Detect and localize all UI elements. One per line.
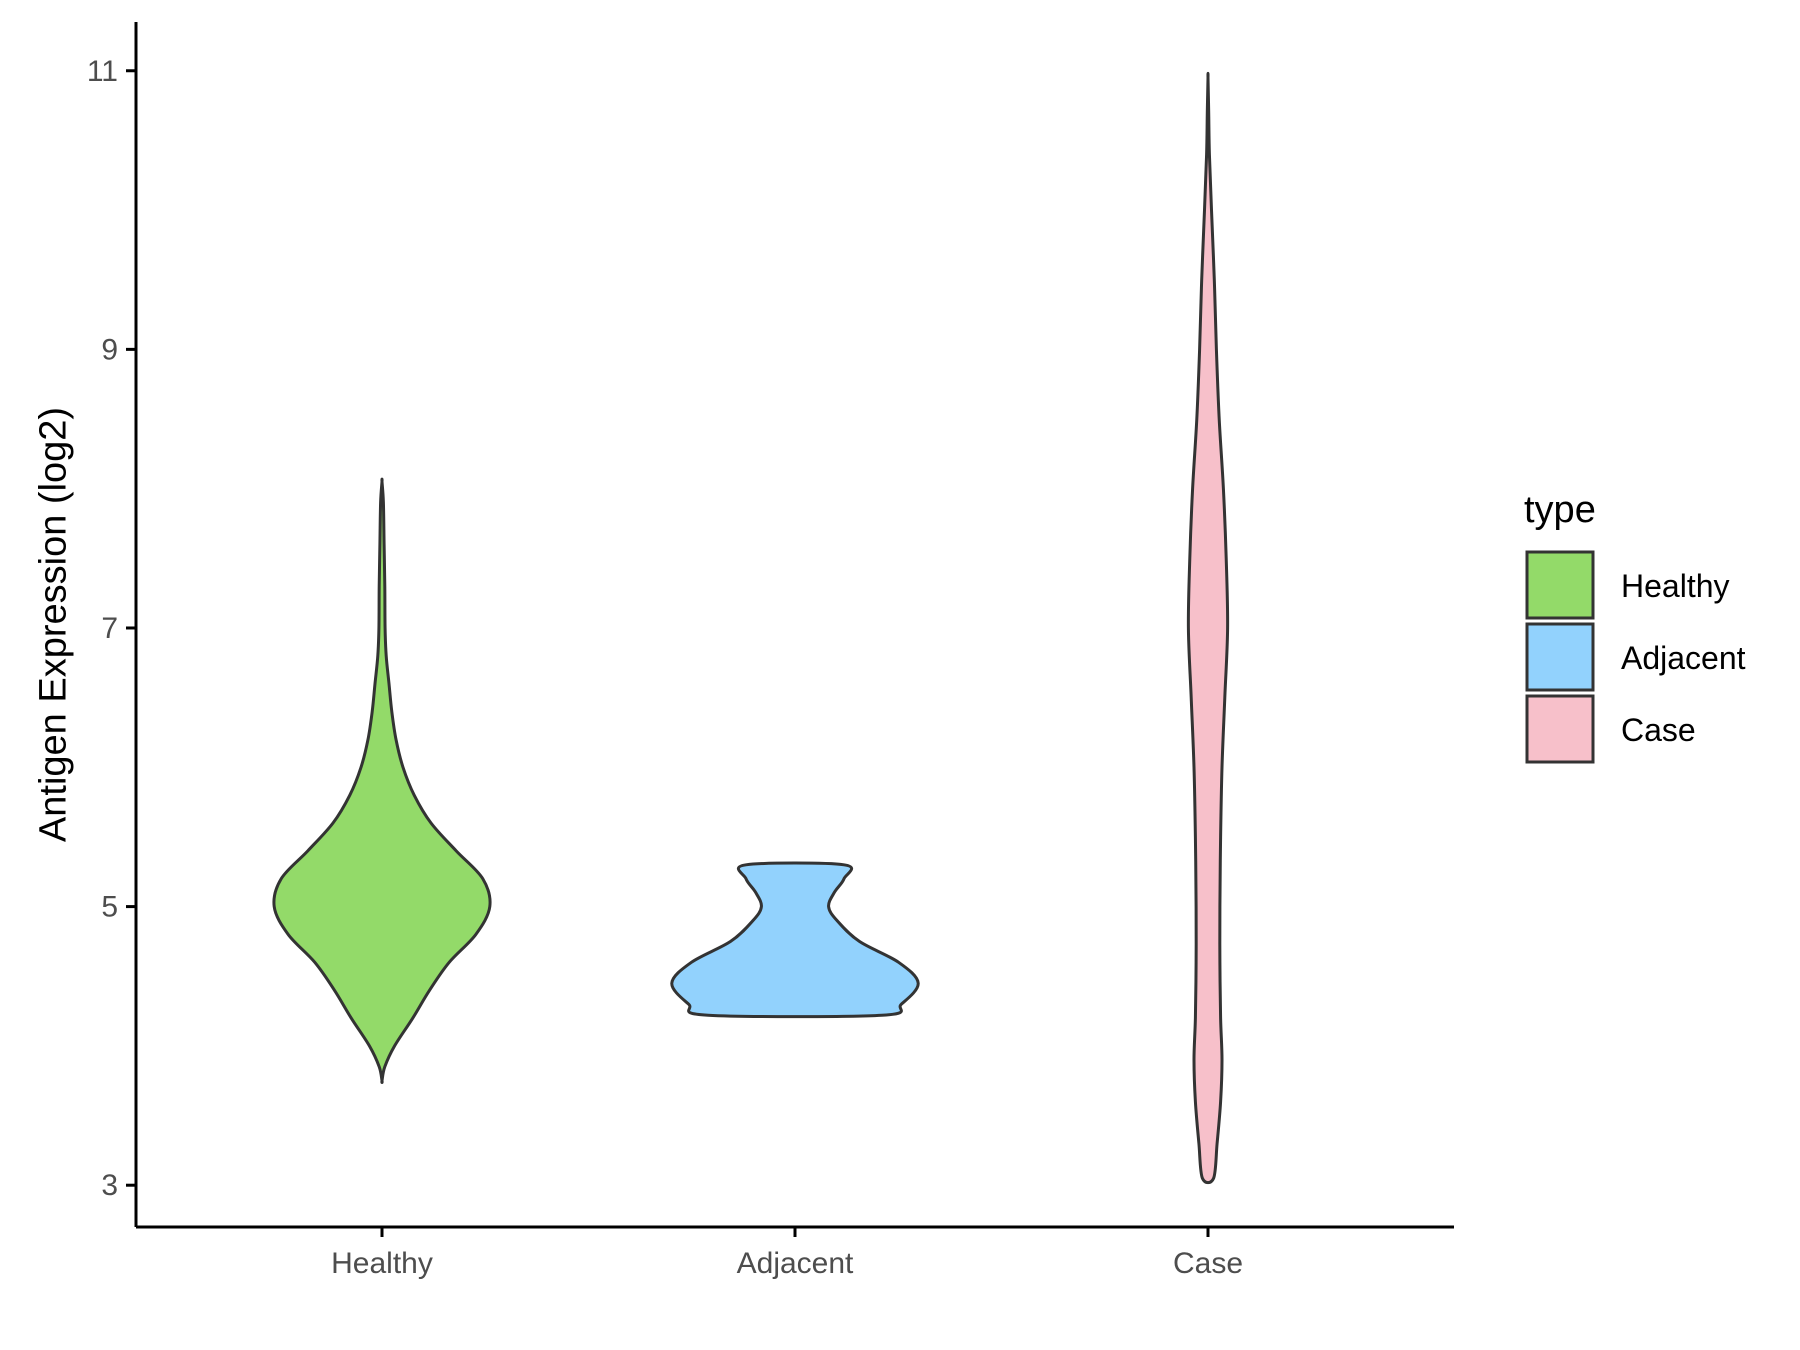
- legend-swatch-healthy: [1525, 550, 1595, 620]
- violin-case: [1186, 71, 1230, 1185]
- x-tick-label-adjacent: Adjacent: [737, 1247, 854, 1280]
- x-tick-label-healthy: Healthy: [331, 1247, 433, 1280]
- legend-label-adjacent: Adjacent: [1621, 640, 1746, 676]
- y-axis-title: Antigen Expression (log2): [32, 407, 74, 842]
- violin-healthy: [272, 477, 492, 1084]
- legend-items: Healthy Adjacent Case: [1525, 550, 1746, 764]
- legend-swatch-adjacent: [1525, 622, 1595, 692]
- legend-swatch-case: [1525, 694, 1595, 764]
- legend: type Healthy Adjacent Case: [1524, 489, 1746, 764]
- legend-label-case: Case: [1621, 712, 1696, 748]
- y-tick-label: 7: [101, 612, 118, 645]
- y-tick-label: 5: [101, 891, 118, 924]
- legend-label-healthy: Healthy: [1621, 568, 1730, 604]
- x-tick-label-case: Case: [1173, 1247, 1243, 1280]
- y-tick-label: 11: [87, 55, 118, 88]
- y-tick-label: 9: [101, 333, 118, 366]
- violin-adjacent: [670, 861, 920, 1019]
- y-tick-label: 3: [101, 1169, 118, 1202]
- x-axis-ticks: Healthy Adjacent Case: [331, 1227, 1243, 1280]
- y-axis-ticks: 3 5 7 9 11: [87, 55, 136, 1202]
- violins-layer: [272, 71, 1230, 1185]
- legend-title: type: [1524, 489, 1596, 531]
